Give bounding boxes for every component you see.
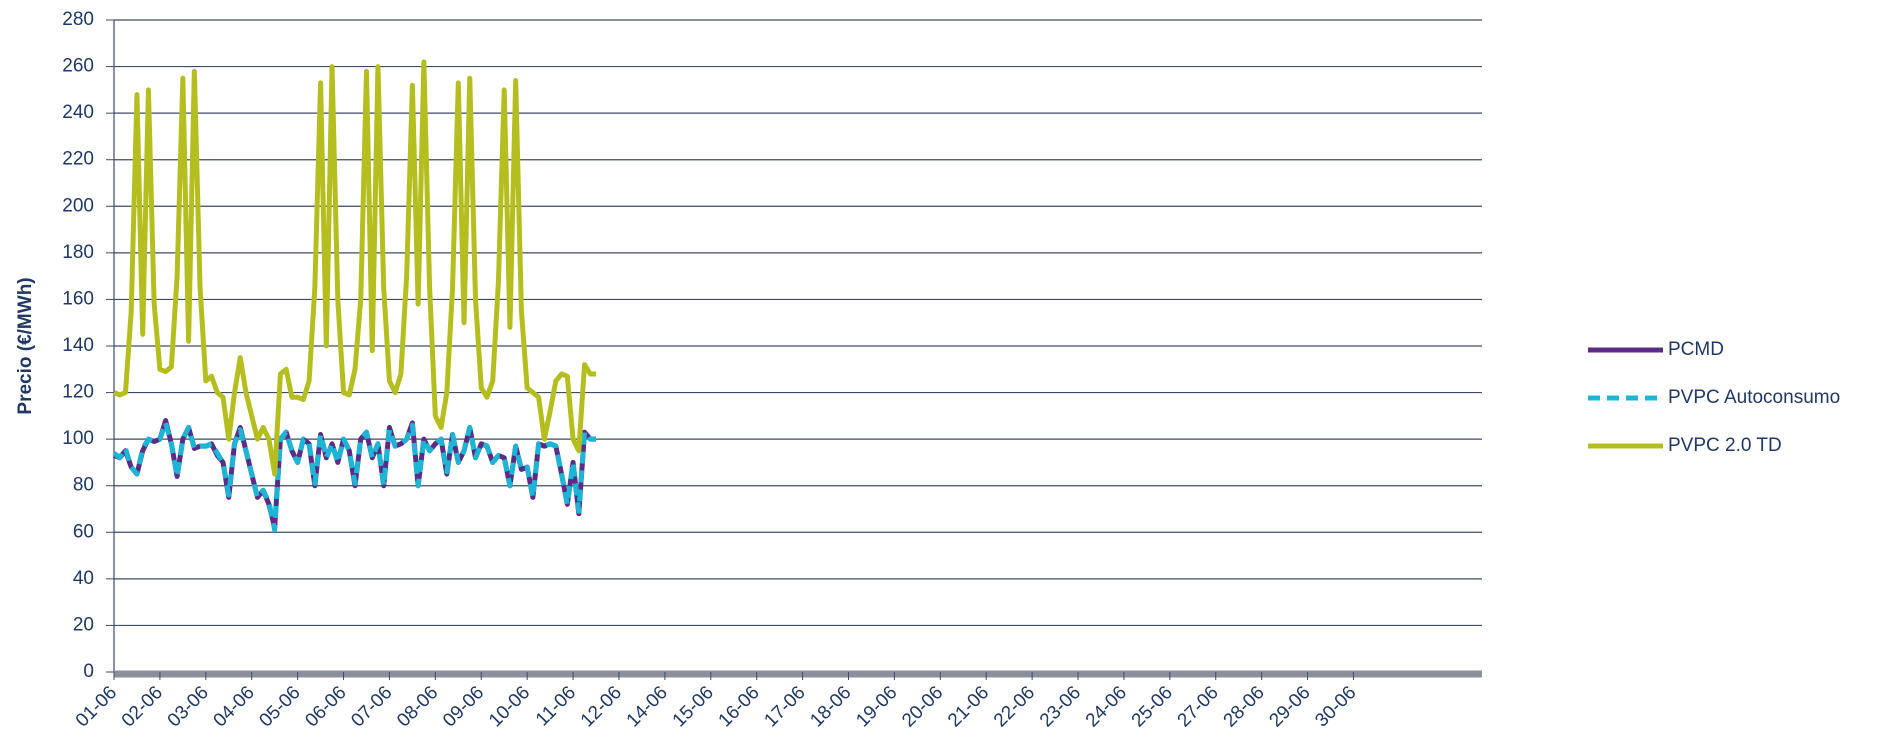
- legend-label: PCMD: [1668, 339, 1724, 360]
- x-tick-label: 22-06: [990, 682, 1039, 731]
- x-tick-label: 21-06: [944, 682, 993, 731]
- x-tick-label: 06-06: [301, 682, 350, 731]
- y-tick-label: 140: [62, 335, 94, 356]
- x-tick-label: 12-06: [577, 682, 626, 731]
- x-tick-label: 08-06: [393, 682, 442, 731]
- x-tick-label: 24-06: [1082, 682, 1131, 731]
- y-tick-label: 0: [83, 661, 94, 682]
- y-tick-label: 100: [62, 428, 94, 449]
- y-tick-label: 260: [62, 56, 94, 77]
- x-tick-label: 27-06: [1174, 682, 1223, 731]
- y-tick-label: 60: [73, 521, 94, 542]
- y-tick-label: 120: [62, 382, 94, 403]
- x-tick-label: 20-06: [898, 682, 947, 731]
- x-tick-label: 05-06: [255, 682, 304, 731]
- x-tick-label: 01-06: [72, 682, 121, 731]
- x-tick-label: 18-06: [806, 682, 855, 731]
- y-tick-label: 40: [73, 568, 94, 589]
- x-tick-label: 29-06: [1265, 682, 1314, 731]
- x-tick-label: 07-06: [347, 682, 396, 731]
- y-tick-label: 80: [73, 475, 94, 496]
- x-tick-label: 14-06: [623, 682, 672, 731]
- y-tick-label: 240: [62, 102, 94, 123]
- x-tick-label: 25-06: [1128, 682, 1177, 731]
- x-tick-label: 04-06: [210, 682, 259, 731]
- y-tick-label: 220: [62, 149, 94, 170]
- y-tick-label: 280: [62, 9, 94, 30]
- legend-label: PVPC 2.0 TD: [1668, 435, 1782, 456]
- y-tick-label: 160: [62, 288, 94, 309]
- x-tick-label: 10-06: [485, 682, 534, 731]
- y-axis-label: Precio (€/MWh): [15, 277, 36, 414]
- series-line: [113, 59, 597, 477]
- legend-label: PVPC Autoconsumo: [1668, 387, 1840, 408]
- x-tick-label: 11-06: [532, 682, 580, 730]
- x-tick-label: 30-06: [1311, 682, 1360, 731]
- x-tick-label: 23-06: [1036, 682, 1085, 731]
- y-tick-label: 20: [73, 614, 94, 635]
- y-tick-label: 200: [62, 195, 94, 216]
- x-tick-label: 16-06: [715, 682, 764, 731]
- x-tick-label: 02-06: [118, 682, 167, 731]
- x-tick-label: 15-06: [669, 682, 718, 731]
- x-tick-label: 09-06: [439, 682, 488, 731]
- x-tick-label: 03-06: [164, 682, 213, 731]
- x-tick-label: 19-06: [852, 682, 901, 731]
- x-tick-label: 17-06: [760, 682, 809, 731]
- series-line: [112, 420, 597, 533]
- x-tick-label: 28-06: [1220, 682, 1269, 731]
- y-tick-label: 180: [62, 242, 94, 263]
